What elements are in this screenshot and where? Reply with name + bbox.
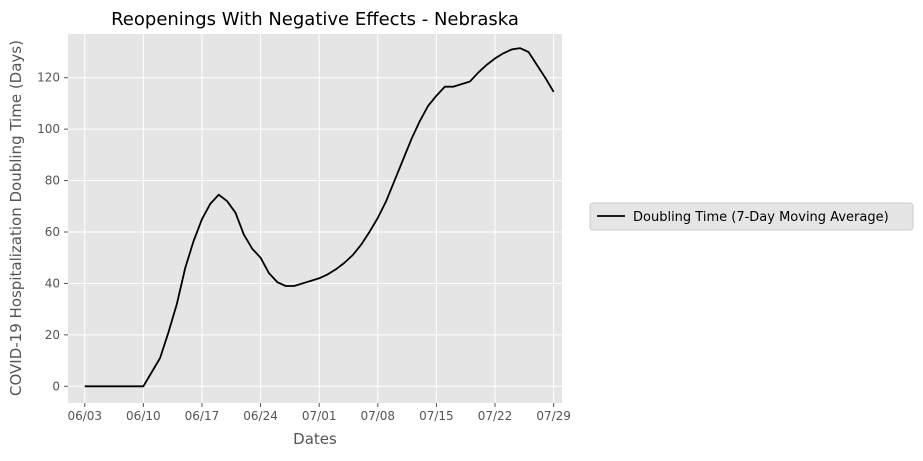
x-tick-label: 07/29 xyxy=(536,409,571,423)
y-tick-label: 80 xyxy=(45,174,60,188)
y-axis-label: COVID-19 Hospitalization Doubling Time (… xyxy=(7,40,25,396)
y-tick-label: 120 xyxy=(37,71,60,85)
y-tick-label: 60 xyxy=(45,225,60,239)
series-line xyxy=(84,47,555,388)
x-axis-label: Dates xyxy=(293,430,337,448)
x-tick-label: 06/24 xyxy=(243,409,278,423)
y-tick-label: 0 xyxy=(52,379,60,393)
x-tick-label: 07/15 xyxy=(419,409,454,423)
y-axis: 0 20 40 60 80 100 120 xyxy=(37,71,68,393)
y-tick-label: 100 xyxy=(37,122,60,136)
x-tick-label: 06/17 xyxy=(185,409,220,423)
plot-area xyxy=(68,34,562,403)
x-tick-label: 06/10 xyxy=(126,409,161,423)
x-tick-label: 07/08 xyxy=(360,409,395,423)
chart-title: Reopenings With Negative Effects - Nebra… xyxy=(111,9,519,30)
legend: Doubling Time (7-Day Moving Average) xyxy=(589,202,914,231)
legend-box xyxy=(589,202,914,231)
y-tick-label: 20 xyxy=(45,328,60,342)
legend-label: Doubling Time (7-Day Moving Average) xyxy=(633,210,889,225)
x-tick-label: 07/01 xyxy=(302,409,337,423)
x-tick-label: 07/22 xyxy=(478,409,513,423)
y-tick-label: 40 xyxy=(45,276,60,290)
x-axis: 06/03 06/10 06/17 06/24 07/01 07/08 07/15 07/22… xyxy=(67,403,571,423)
series-layer xyxy=(84,47,555,388)
x-tick-label: 06/03 xyxy=(67,409,102,423)
